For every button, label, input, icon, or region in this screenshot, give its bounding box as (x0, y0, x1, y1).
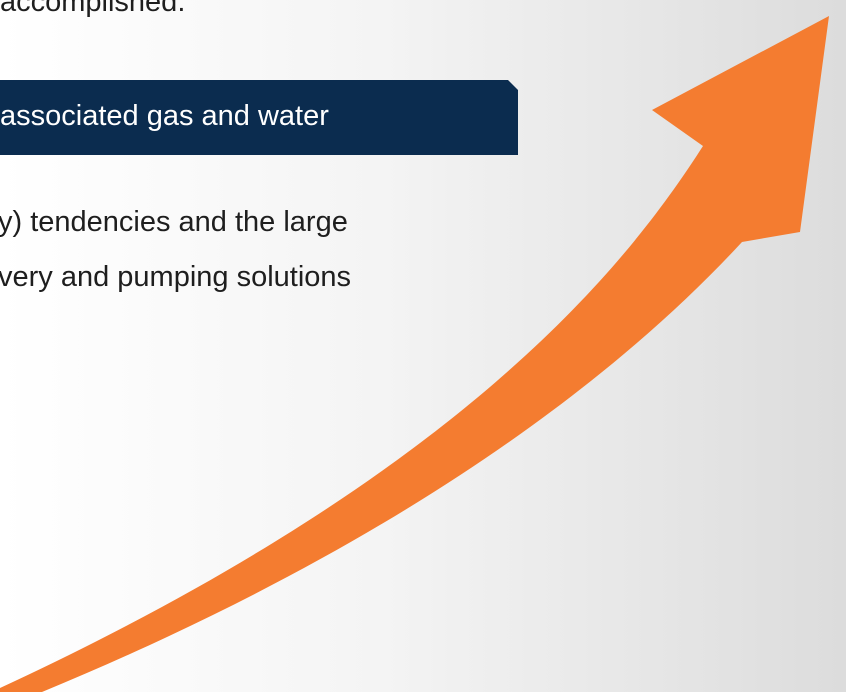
banner-text: associated gas and water (0, 100, 329, 132)
growth-arrow (0, 16, 829, 692)
paragraph-line: very and pumping solutions (0, 261, 352, 293)
banner: associated gas and water (0, 80, 518, 155)
text-line: accomplished. (0, 0, 186, 18)
paragraph-line: y) tendencies and the large (0, 206, 348, 238)
